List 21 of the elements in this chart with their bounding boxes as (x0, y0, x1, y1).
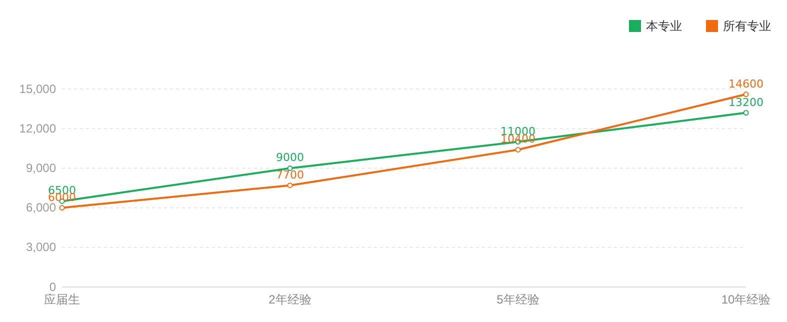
y-tick-label: 9,000 (26, 161, 56, 176)
point (59, 205, 65, 211)
x-tick-label: 10年经验 (721, 292, 771, 307)
data-label: 14600 (728, 77, 764, 90)
y-tick-label: 6,000 (26, 200, 56, 215)
x-tick-label: 应届生 (44, 292, 80, 307)
data-label: 13200 (728, 96, 764, 109)
x-tick-label: 5年经验 (496, 292, 540, 307)
y-tick-label: 3,000 (26, 240, 56, 254)
y-tick-label: 0 (49, 280, 56, 294)
data-label: 7700 (276, 168, 304, 182)
point (743, 110, 749, 116)
legend-label: 本专业 (646, 19, 682, 33)
y-tick-label: 12,000 (19, 121, 56, 136)
y-tick-label: 15,000 (19, 82, 56, 96)
point (515, 146, 521, 152)
point (743, 92, 749, 98)
point (287, 182, 293, 188)
data-label: 9000 (276, 151, 304, 164)
legend-label: 所有专业 (723, 19, 771, 33)
x-tick-label: 2年经验 (268, 292, 312, 307)
